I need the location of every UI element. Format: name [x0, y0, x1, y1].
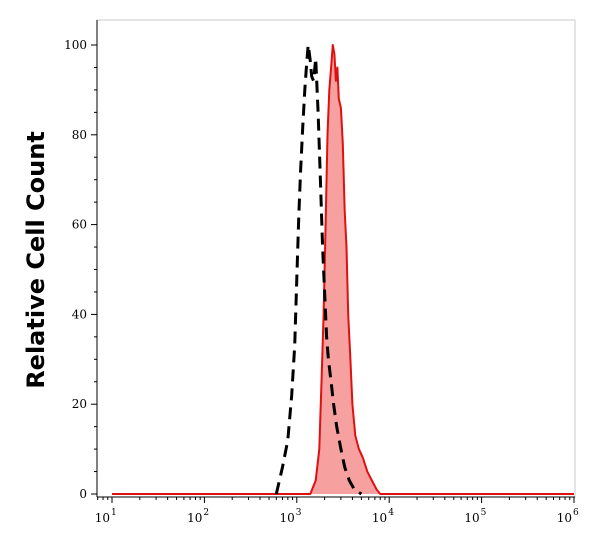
stained-histogram-line [112, 44, 574, 495]
y-tick-label: 20 [72, 397, 87, 411]
y-tick-label: 80 [72, 128, 87, 142]
y-tick-label: 100 [64, 38, 87, 52]
x-tick-label-exponent: 2 [203, 508, 209, 518]
x-tick-label: 10 [187, 511, 202, 525]
x-tick-label: 10 [280, 511, 295, 525]
control-histogram-line [274, 43, 363, 496]
x-tick-label: 10 [95, 511, 110, 525]
x-tick-label-exponent: 1 [111, 508, 117, 518]
x-tick-label: 10 [557, 511, 572, 525]
y-tick-label: 60 [72, 218, 87, 232]
y-tick-label: 40 [72, 307, 87, 321]
x-tick-label-exponent: 3 [296, 508, 302, 518]
x-tick-label-exponent: 4 [388, 508, 394, 518]
y-tick-label: 0 [79, 487, 87, 501]
x-tick-label-exponent: 5 [481, 508, 487, 518]
x-tick-label-exponent: 6 [573, 508, 579, 518]
stained-histogram-fill [112, 45, 574, 494]
x-tick-label: 10 [372, 511, 387, 525]
x-tick-label: 10 [464, 511, 479, 525]
